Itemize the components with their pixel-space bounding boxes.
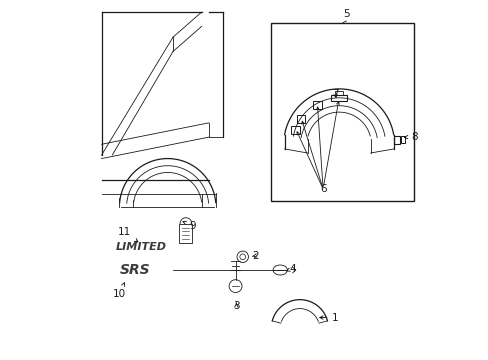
Text: 3: 3 [232, 301, 239, 311]
Bar [296, 116, 305, 123]
Bar [394, 136, 399, 144]
Text: 11: 11 [118, 227, 138, 242]
Text: 9: 9 [183, 221, 196, 231]
Bar [179, 224, 192, 243]
Bar [334, 91, 343, 95]
Text: 8: 8 [404, 132, 417, 142]
Text: 2: 2 [251, 251, 258, 261]
Text: SRS: SRS [120, 263, 151, 277]
Text: 5: 5 [342, 9, 349, 19]
Text: 10: 10 [113, 283, 126, 298]
Bar [291, 126, 299, 134]
Text: 6: 6 [319, 184, 325, 194]
Text: LIMITED: LIMITED [115, 242, 166, 252]
Bar [312, 101, 321, 109]
Text: 1: 1 [319, 312, 338, 323]
Bar [331, 95, 346, 101]
Text: 4: 4 [286, 264, 296, 274]
Text: 7: 7 [332, 89, 338, 99]
Bar [400, 136, 405, 143]
Bar [271, 23, 413, 202]
